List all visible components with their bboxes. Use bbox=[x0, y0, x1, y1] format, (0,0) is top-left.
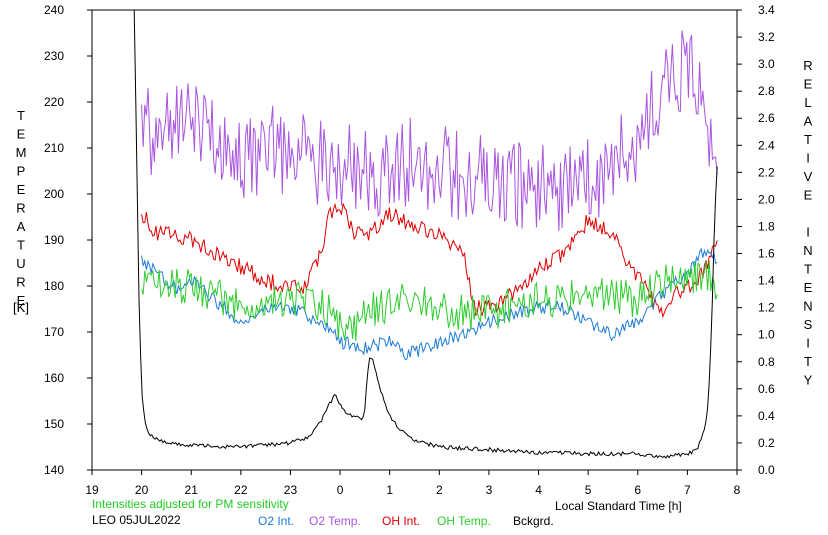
y-right-tick-label: 2.2 bbox=[758, 165, 775, 179]
y-right-axis-title-letter: T bbox=[804, 132, 812, 147]
y-left-axis-title-letter: U bbox=[16, 256, 25, 271]
y-right-tick-label: 2.4 bbox=[758, 138, 775, 152]
y-right-tick-label: 2.8 bbox=[758, 84, 775, 98]
x-axis-title: Local Standard Time [h] bbox=[555, 499, 682, 513]
y-right-axis-title-letter: E bbox=[804, 188, 813, 203]
y-left-axis-unit: [K] bbox=[13, 300, 29, 315]
y-left-axis-title-letter: E bbox=[17, 293, 26, 308]
y-left-tick-label: 150 bbox=[44, 417, 64, 431]
y-left-axis-title-letter: R bbox=[16, 201, 25, 216]
legend-o2-int: O2 Int. bbox=[258, 514, 295, 528]
y-right-tick-label: 1.8 bbox=[758, 219, 775, 233]
y-right-axis-ticks: 0.0 0.2 0.4 0.6 0.8 1.0 1.2 1.4 1.6 1.8 2.0 2.2 2.4 2… bbox=[737, 3, 775, 477]
y-left-axis-title-letter: E bbox=[17, 127, 26, 142]
x-tick-label: 6 bbox=[634, 483, 641, 497]
y-right-axis-title-letter: E bbox=[804, 280, 813, 295]
y-left-tick-label: 230 bbox=[44, 49, 64, 63]
y-right-axis-title-letter: V bbox=[804, 169, 813, 184]
y-right-axis-title-letter: R bbox=[803, 58, 812, 73]
y-right-tick-label: 0.0 bbox=[758, 463, 775, 477]
y-right-axis-title-letter: L bbox=[804, 95, 811, 110]
y-left-tick-label: 170 bbox=[44, 325, 64, 339]
y-right-tick-label: 0.4 bbox=[758, 409, 775, 423]
y-left-axis-title-letter: A bbox=[17, 219, 26, 234]
legend-bckgrd: Bckgrd. bbox=[513, 514, 554, 528]
x-tick-label: 4 bbox=[535, 483, 542, 497]
y-left-tick-label: 180 bbox=[44, 279, 64, 293]
y-left-axis-title-letter: E bbox=[17, 182, 26, 197]
x-tick-label: 21 bbox=[185, 483, 199, 497]
series-line-oh-int bbox=[141, 202, 718, 319]
legend-oh-int: OH Int. bbox=[382, 514, 421, 528]
y-right-axis-title-letter: E bbox=[804, 77, 813, 92]
series-line-o2-temp bbox=[141, 30, 718, 231]
y-left-tick-label: 140 bbox=[44, 463, 64, 477]
y-left-axis-title-letter: R bbox=[16, 275, 25, 290]
pm-sensitivity-note: Intensities adjusted for PM sensitivity bbox=[92, 497, 289, 511]
x-tick-label: 1 bbox=[386, 483, 393, 497]
y-right-axis-title-letter: I bbox=[806, 336, 810, 351]
x-tick-label: 3 bbox=[486, 483, 493, 497]
x-tick-label: 2 bbox=[436, 483, 443, 497]
y-right-axis-title-letter: I bbox=[806, 225, 810, 240]
x-tick-label: 23 bbox=[284, 483, 298, 497]
y-left-tick-label: 190 bbox=[44, 233, 64, 247]
x-tick-label: 0 bbox=[337, 483, 344, 497]
series-group bbox=[133, 9, 718, 459]
x-tick-label: 8 bbox=[734, 483, 741, 497]
x-tick-label: 7 bbox=[684, 483, 691, 497]
y-right-tick-label: 1.2 bbox=[758, 301, 775, 315]
y-right-axis-title-letter: T bbox=[804, 262, 812, 277]
y-right-tick-label: 1.4 bbox=[758, 274, 775, 288]
y-right-axis-title-letter: N bbox=[803, 299, 812, 314]
y-left-axis-title-letter: T bbox=[17, 108, 25, 123]
x-tick-label: 20 bbox=[135, 483, 149, 497]
station-date-label: LEO 05JUL2022 bbox=[92, 513, 181, 527]
x-tick-label: 22 bbox=[234, 483, 248, 497]
y-left-tick-label: 160 bbox=[44, 371, 64, 385]
y-right-tick-label: 3.4 bbox=[758, 3, 775, 17]
y-right-axis-title-letter: I bbox=[806, 151, 810, 166]
y-left-tick-label: 220 bbox=[44, 95, 64, 109]
series-line-oh-temp bbox=[141, 260, 718, 342]
y-left-axis-title-letter: M bbox=[16, 145, 27, 160]
y-right-axis-title-letter: S bbox=[804, 317, 813, 332]
y-right-axis-title-letter: Y bbox=[804, 373, 813, 388]
y-right-tick-label: 2.6 bbox=[758, 111, 775, 125]
y-right-tick-label: 0.6 bbox=[758, 382, 775, 396]
y-right-tick-label: 0.8 bbox=[758, 355, 775, 369]
x-tick-label: 5 bbox=[585, 483, 592, 497]
legend-oh-temp: OH Temp. bbox=[437, 514, 491, 528]
y-left-axis-title-letter: T bbox=[17, 238, 25, 253]
y-right-tick-label: 1.6 bbox=[758, 247, 775, 261]
series-line-o2-int bbox=[141, 247, 718, 361]
series-line-bckgrd bbox=[133, 9, 718, 459]
y-right-tick-label: 3.2 bbox=[758, 30, 775, 44]
y-left-tick-label: 240 bbox=[44, 3, 64, 17]
y-right-tick-label: 3.0 bbox=[758, 57, 775, 71]
y-right-tick-label: 1.0 bbox=[758, 328, 775, 342]
y-left-axis-title-letter: P bbox=[17, 164, 26, 179]
plot-frame bbox=[91, 9, 738, 471]
y-left-tick-label: 210 bbox=[44, 141, 64, 155]
x-tick-label: 19 bbox=[85, 483, 99, 497]
y-right-axis-title-letter: T bbox=[804, 354, 812, 369]
x-axis-ticks: 19 20 21 22 23 0 1 2 3 4 5 6 7 8 bbox=[85, 470, 741, 497]
legend-o2-temp: O2 Temp. bbox=[309, 514, 361, 528]
y-right-axis-title-letter: A bbox=[804, 114, 813, 129]
y-left-tick-label: 200 bbox=[44, 187, 64, 201]
y-left-axis-ticks: 140 150 160 170 180 190 200 210 220 230 240 bbox=[44, 3, 92, 477]
y-right-tick-label: 0.2 bbox=[758, 436, 775, 450]
y-right-axis-title-letter: N bbox=[803, 243, 812, 258]
y-right-tick-label: 2.0 bbox=[758, 192, 775, 206]
